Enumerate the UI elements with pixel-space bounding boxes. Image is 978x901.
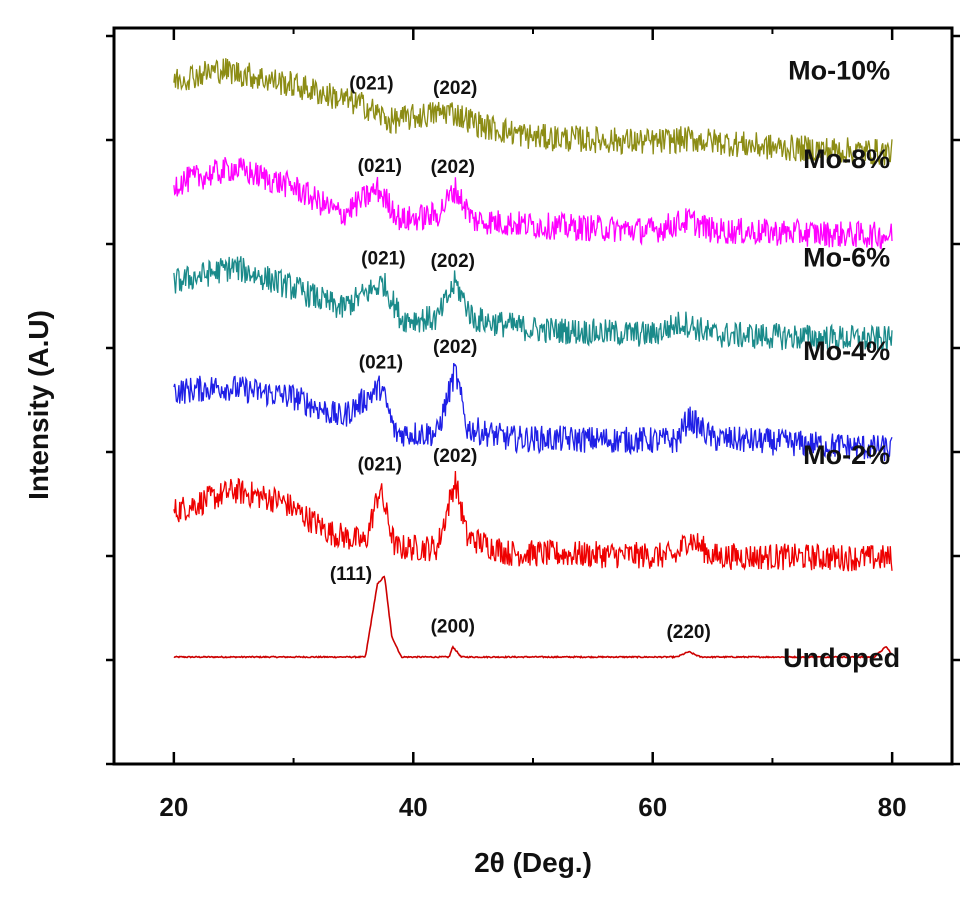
peak-label: (111) <box>330 564 372 585</box>
series-line <box>173 157 893 250</box>
series-line <box>173 58 893 166</box>
series-line <box>173 470 893 572</box>
series-line <box>173 256 893 352</box>
peak-label: (200) <box>431 617 475 638</box>
y-axis-title: Intensity (A.U) <box>23 310 54 500</box>
series-line <box>173 575 893 659</box>
x-axis-title: 2θ (Deg.) <box>474 847 592 878</box>
peak-label: (202) <box>433 78 477 99</box>
axis-ticks <box>106 28 960 766</box>
series-label: Mo-10% <box>788 55 890 85</box>
peak-label: (202) <box>431 251 475 272</box>
series-line <box>173 362 893 462</box>
series-label: Mo-2% <box>803 440 890 470</box>
peak-label: (202) <box>433 446 477 467</box>
peak-label: (220) <box>666 622 710 643</box>
x-tick-label: 60 <box>638 792 667 822</box>
peak-label: (021) <box>349 73 393 94</box>
series-label: Undoped <box>783 643 900 673</box>
x-tick-label: 20 <box>159 792 188 822</box>
series-label: Mo-6% <box>803 243 890 273</box>
series-label: Mo-4% <box>803 336 890 366</box>
peak-label: (021) <box>358 156 402 177</box>
labels-layer: Undoped (111) (200) (220) Mo-2% (021) (202) Mo-… <box>330 55 900 673</box>
series-label: Mo-8% <box>803 144 890 174</box>
peak-label: (021) <box>358 455 402 476</box>
x-tick-label: 40 <box>399 792 428 822</box>
series-layer <box>173 58 893 659</box>
peak-label: (202) <box>433 337 477 358</box>
peak-label: (021) <box>361 249 405 270</box>
x-tick-labels: 20 40 60 80 <box>159 792 906 822</box>
x-tick-label: 80 <box>878 792 907 822</box>
peak-label: (021) <box>359 353 403 374</box>
peak-label: (202) <box>431 157 475 178</box>
